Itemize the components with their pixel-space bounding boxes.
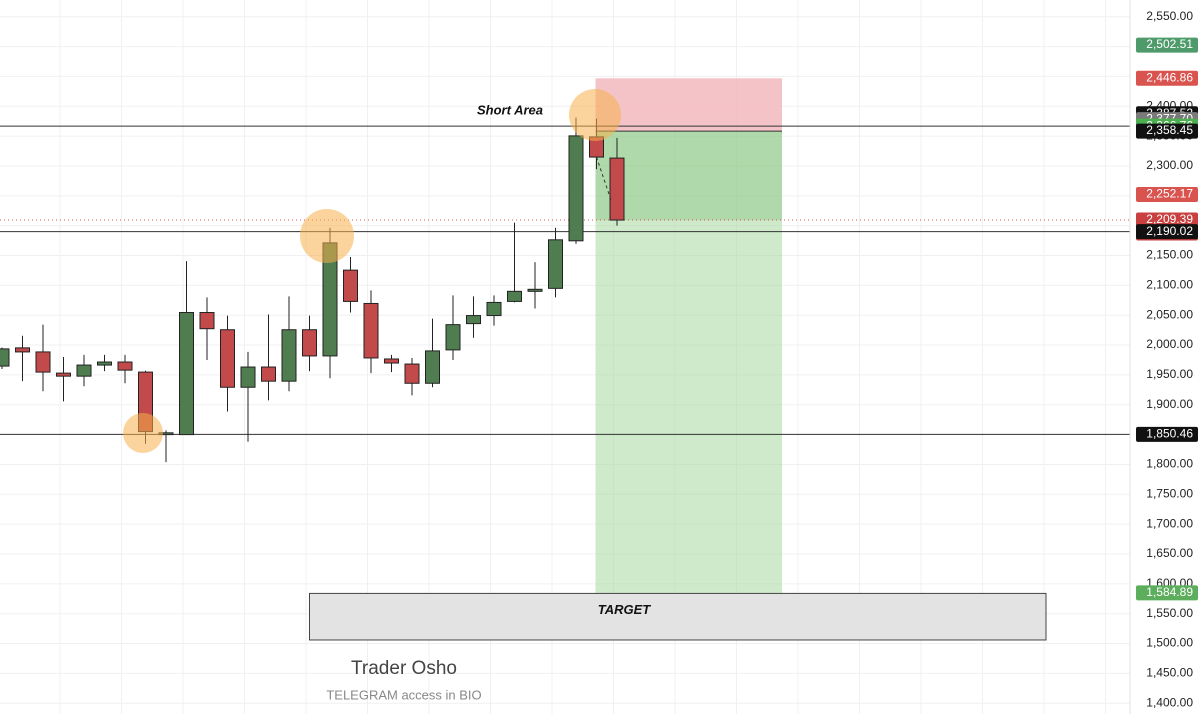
candle-body — [609, 157, 625, 221]
candle-body — [425, 350, 440, 384]
candle-body — [486, 301, 502, 317]
y-tick-label: 1,800.00 — [1146, 457, 1193, 471]
y-tick-label: 1,750.00 — [1146, 486, 1193, 500]
profit-zone-top — [595, 131, 782, 221]
y-tick-label: 2,000.00 — [1146, 337, 1193, 351]
candle-body — [76, 364, 92, 377]
candle-body — [568, 135, 584, 242]
y-tick-label: 1,400.00 — [1146, 695, 1193, 709]
highlight-circle — [300, 209, 354, 263]
candle-body — [363, 302, 379, 359]
target-label: TARGET — [598, 602, 652, 617]
candle-body — [507, 290, 522, 302]
watermark-title: Trader Osho — [351, 658, 457, 679]
candle-body — [466, 315, 481, 325]
candle-body — [56, 372, 71, 377]
price-badge-label: 2,252.17 — [1146, 187, 1193, 201]
price-badge — [1136, 70, 1198, 86]
price-badge — [1136, 426, 1198, 442]
price-badge — [1136, 37, 1198, 53]
highlight-circle — [123, 413, 163, 453]
candle-body — [179, 312, 194, 436]
price-badge-label: 2,190.02 — [1146, 224, 1193, 238]
watermark-subtitle: TELEGRAM access in BIO — [326, 687, 481, 702]
candle-body — [527, 288, 543, 292]
y-tick-label: 1,900.00 — [1146, 397, 1193, 411]
candle-body — [281, 329, 297, 382]
candle-body — [97, 361, 112, 366]
candle-body — [15, 347, 30, 353]
candle-body — [445, 324, 461, 351]
candle-body — [261, 366, 276, 382]
price-badge-label: 2,446.86 — [1146, 70, 1193, 84]
y-tick-label: 2,100.00 — [1146, 278, 1193, 292]
y-tick-label: 2,050.00 — [1146, 307, 1193, 321]
candle-body — [240, 366, 256, 388]
y-tick-label: 2,550.00 — [1146, 9, 1193, 23]
candle-body — [404, 363, 420, 384]
level-label: Short Area — [477, 103, 543, 118]
price-axis: 1,400.001,450.001,500.001,550.001,600.00… — [1129, 0, 1198, 714]
price-badge-label: 2,358.45 — [1146, 123, 1193, 137]
highlight-circle — [569, 89, 621, 141]
y-tick-label: 1,650.00 — [1146, 546, 1193, 560]
price-badge — [1136, 123, 1198, 139]
price-badge-label: 2,209.39 — [1146, 212, 1193, 226]
price-badge-label: 2,502.51 — [1146, 37, 1193, 51]
candle-body — [220, 329, 235, 388]
price-badge-label: 1,850.46 — [1146, 427, 1193, 441]
candle-body — [0, 348, 10, 367]
price-badge — [1136, 187, 1198, 203]
candle-body — [548, 239, 563, 289]
y-tick-label: 1,450.00 — [1146, 666, 1193, 680]
candle-body — [302, 329, 317, 357]
y-tick-label: 1,700.00 — [1146, 516, 1193, 530]
y-tick-label: 1,500.00 — [1146, 636, 1193, 650]
candle-body — [343, 269, 358, 302]
price-badge-label: 1,584.89 — [1146, 585, 1193, 599]
y-tick-label: 2,300.00 — [1146, 158, 1193, 172]
y-tick-label: 2,150.00 — [1146, 248, 1193, 262]
candle-body — [384, 358, 399, 364]
y-tick-label: 1,550.00 — [1146, 606, 1193, 620]
plot: Short Area TARGET — [0, 78, 1130, 641]
price-badge — [1136, 585, 1198, 601]
price-badge — [1136, 224, 1198, 240]
candle-body — [199, 312, 215, 330]
candle-body — [117, 361, 133, 371]
stop-zone — [595, 78, 782, 132]
projection — [596, 156, 612, 201]
target-zone — [309, 592, 1047, 641]
candle-body — [35, 351, 51, 373]
y-tick-label: 1,950.00 — [1146, 367, 1193, 381]
